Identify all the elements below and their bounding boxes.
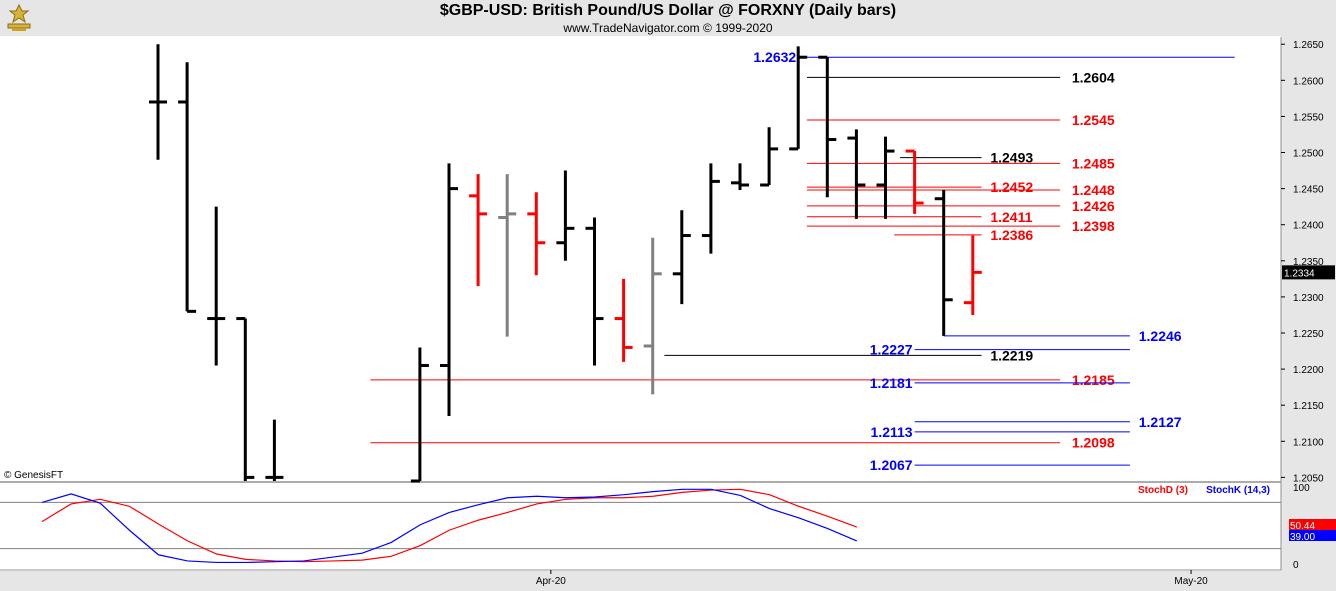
price-tick-label: 1.2300 bbox=[1293, 293, 1324, 304]
level-label-1.2185: 1.2185 bbox=[1072, 372, 1115, 388]
level-label-1.2545: 1.2545 bbox=[1072, 112, 1115, 128]
level-label-1.2452: 1.2452 bbox=[990, 179, 1033, 195]
price-tick-label: 1.2350 bbox=[1293, 257, 1324, 268]
stochk-value-badge bbox=[1289, 530, 1336, 541]
level-label-1.2604: 1.2604 bbox=[1072, 69, 1115, 85]
legend-stochd: StochD (3) bbox=[1138, 485, 1188, 496]
chart-header bbox=[0, 0, 1336, 36]
level-label-1.2127: 1.2127 bbox=[1139, 414, 1182, 430]
last-price-value: 1.2334 bbox=[1284, 268, 1315, 279]
price-tick-label: 1.2450 bbox=[1293, 185, 1324, 196]
osc-series-stochk bbox=[41, 488, 858, 564]
level-label-1.2411: 1.2411 bbox=[990, 209, 1032, 225]
stochd-value: 50.44 bbox=[1290, 521, 1315, 532]
date-tick-label-May-20: May-20 bbox=[1174, 576, 1208, 587]
price-tick-label: 1.2050 bbox=[1293, 473, 1324, 484]
price-tick-label: 1.2550 bbox=[1293, 112, 1324, 123]
level-label-1.2219: 1.2219 bbox=[990, 347, 1033, 363]
price-tick-label: 1.2600 bbox=[1293, 76, 1324, 87]
level-label-1.2493: 1.2493 bbox=[990, 150, 1033, 166]
osc-series-stochd bbox=[41, 488, 858, 563]
date-tick-label-Apr-20: Apr-20 bbox=[536, 576, 566, 587]
legend-stochk: StochK (14,3) bbox=[1206, 485, 1270, 496]
level-label-1.2398: 1.2398 bbox=[1072, 218, 1115, 234]
level-label-1.2386: 1.2386 bbox=[990, 227, 1033, 243]
stochd-value-badge bbox=[1289, 519, 1336, 531]
price-tick-label: 1.2650 bbox=[1293, 40, 1324, 51]
price-tick-label: 1.2250 bbox=[1293, 329, 1324, 340]
price-axis-panel bbox=[1281, 36, 1336, 591]
price-tick-label: 1.2150 bbox=[1293, 401, 1324, 412]
level-label-1.2632: 1.2632 bbox=[753, 49, 796, 65]
level-label-1.2448: 1.2448 bbox=[1072, 182, 1115, 198]
stochk-value: 39.00 bbox=[1290, 532, 1315, 543]
level-label-1.2227: 1.2227 bbox=[870, 342, 913, 358]
chart-title: $GBP-USD: British Pound/US Dollar @ FORX… bbox=[439, 2, 897, 19]
level-label-1.2113: 1.2113 bbox=[871, 424, 913, 440]
level-label-1.2426: 1.2426 bbox=[1072, 198, 1115, 214]
price-tick-label: 1.2100 bbox=[1293, 437, 1324, 448]
level-label-1.2067: 1.2067 bbox=[870, 457, 913, 473]
price-tick-label: 1.2500 bbox=[1293, 149, 1324, 160]
level-label-1.2098: 1.2098 bbox=[1072, 435, 1115, 451]
level-label-1.2246: 1.2246 bbox=[1139, 328, 1182, 344]
osc-tick-label: 100 bbox=[1293, 483, 1310, 494]
level-label-1.2485: 1.2485 bbox=[1072, 155, 1115, 171]
trade-navigator-logo bbox=[7, 3, 31, 31]
genesis-watermark: © GenesisFT bbox=[4, 470, 63, 481]
date-axis-panel bbox=[0, 571, 1281, 591]
price-tick-label: 1.2200 bbox=[1293, 365, 1324, 376]
chart-subtitle: www.TradeNavigator.com © 1999-2020 bbox=[563, 21, 773, 35]
level-label-1.2181: 1.2181 bbox=[870, 375, 913, 391]
osc-tick-label: 0 bbox=[1293, 560, 1299, 571]
last-price-badge bbox=[1282, 265, 1335, 280]
price-tick-label: 1.2400 bbox=[1293, 221, 1324, 232]
